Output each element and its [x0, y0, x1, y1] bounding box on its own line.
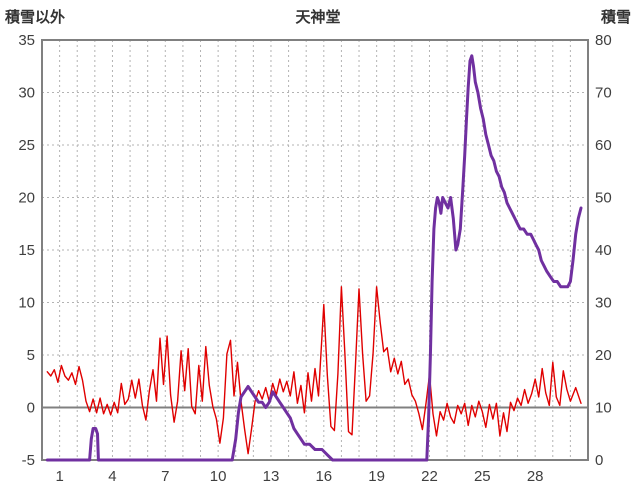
y-tick-label-right: 50 — [595, 190, 612, 207]
y-tick-label-right: 30 — [595, 295, 612, 312]
y-tick-label-right: 60 — [595, 137, 612, 154]
plot-frame — [41, 39, 589, 461]
series-line-other-than-snow — [46, 286, 582, 455]
y-tick-label-right: 20 — [595, 347, 612, 364]
y-tick-label-right: 70 — [595, 85, 612, 102]
y-tick-label-left: 35 — [18, 32, 35, 49]
x-tick-label: 16 — [315, 468, 332, 485]
chart-title: 天神堂 — [295, 9, 341, 26]
right-axis-title: 積雪 — [600, 9, 631, 26]
left-axis-title: 積雪以外 — [5, 9, 66, 26]
series-line-snow-depth — [45, 54, 583, 462]
x-tick-label: 22 — [421, 468, 438, 485]
y-tick-label-left: 10 — [18, 295, 35, 312]
x-tick-label: 13 — [263, 468, 280, 485]
x-tick-label: 10 — [210, 468, 227, 485]
y-tick-label-left: 15 — [18, 242, 35, 259]
y-tick-label-right: 80 — [595, 32, 612, 49]
y-tick-label-left: 30 — [18, 85, 35, 102]
y-tick-label-left: 25 — [18, 137, 35, 154]
x-tick-label: 7 — [161, 468, 169, 485]
x-tick-label: 28 — [527, 468, 544, 485]
y-tick-label-right: 40 — [595, 242, 612, 259]
x-tick-label: 1 — [55, 468, 63, 485]
x-tick-label: 4 — [108, 468, 116, 485]
y-tick-label-left: -5 — [22, 452, 35, 469]
x-tick-label: 19 — [368, 468, 385, 485]
y-tick-label-left: 5 — [27, 347, 35, 364]
y-tick-label-right: 0 — [595, 452, 603, 469]
y-tick-label-left: 0 — [27, 400, 35, 417]
y-tick-label-right: 10 — [595, 400, 612, 417]
x-tick-label: 25 — [474, 468, 491, 485]
y-tick-label-left: 20 — [18, 190, 35, 207]
